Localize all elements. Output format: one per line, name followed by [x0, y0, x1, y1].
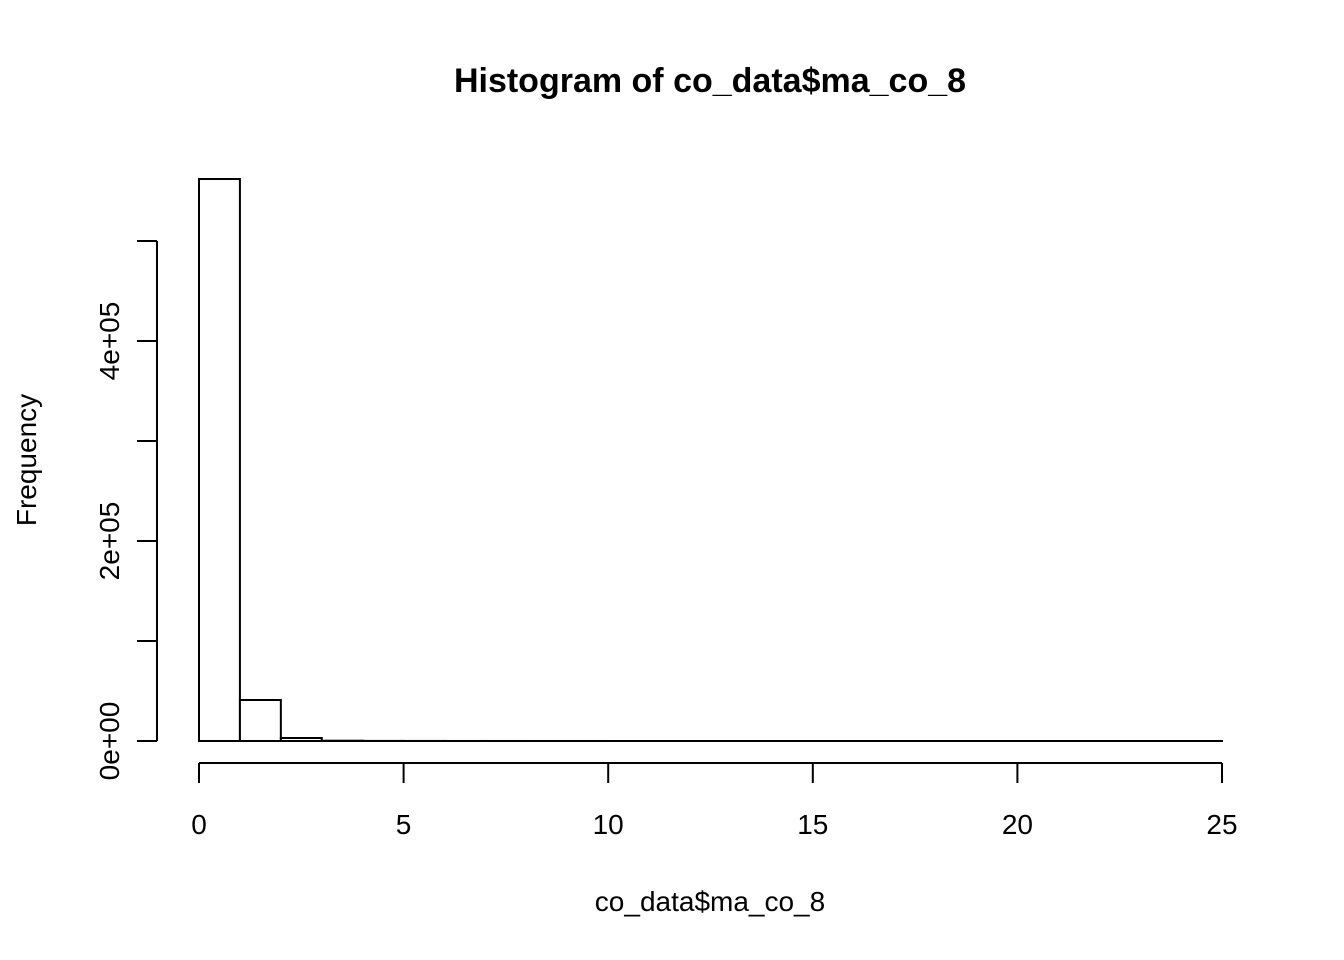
x-axis: 0 5 10 15 20 25: [191, 762, 1238, 840]
x-tick-label: 15: [797, 809, 828, 840]
y-axis: 0e+00 2e+05 4e+05: [94, 240, 158, 781]
x-tick-label: 25: [1206, 809, 1237, 840]
histogram-bar: [238, 699, 282, 742]
x-tick-label: 5: [396, 809, 412, 840]
y-tick-label: 2e+05: [94, 502, 125, 581]
histogram-bar: [198, 178, 241, 742]
chart-title: Histogram of co_data$ma_co_8: [454, 62, 966, 100]
y-tick-label: 4e+05: [94, 302, 125, 381]
x-tick-label: 20: [1002, 809, 1033, 840]
x-tick-label: 0: [191, 809, 207, 840]
x-axis-label: co_data$ma_co_8: [595, 886, 825, 917]
bars-group: [198, 178, 1223, 743]
histogram-bar: [279, 737, 323, 742]
y-axis-label: Frequency: [11, 394, 42, 526]
y-tick-label: 0e+00: [94, 702, 125, 781]
x-tick-label: 10: [593, 809, 624, 840]
